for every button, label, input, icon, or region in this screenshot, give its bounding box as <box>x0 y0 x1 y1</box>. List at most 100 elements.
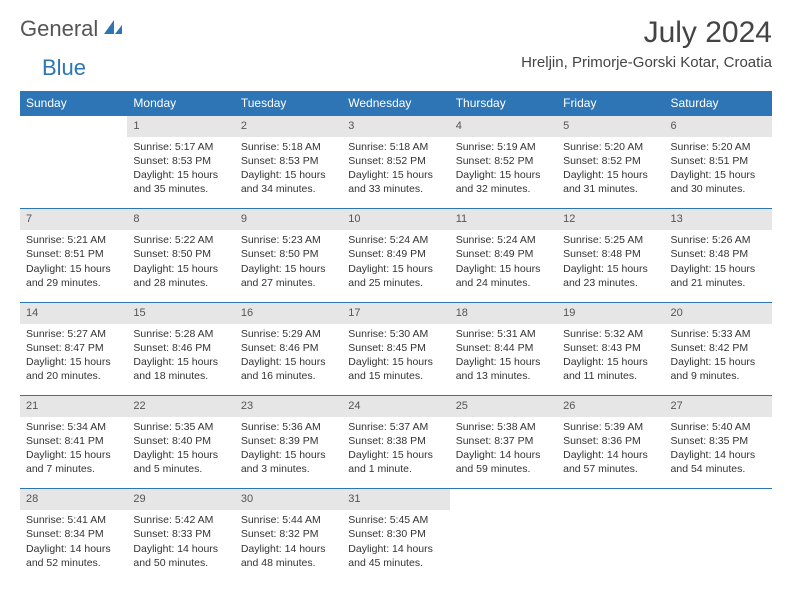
day-cell-line: Sunrise: 5:32 AM <box>563 327 658 341</box>
day-number-cell <box>557 489 664 510</box>
day-number-row: 14151617181920 <box>20 302 772 323</box>
day-cell-line: Daylight: 14 hours <box>133 542 228 556</box>
day-number-cell: 9 <box>235 209 342 230</box>
day-cell-line: Daylight: 15 hours <box>671 262 766 276</box>
day-cell-line: Sunrise: 5:42 AM <box>133 513 228 527</box>
day-cell-line: Sunrise: 5:30 AM <box>348 327 443 341</box>
day-cell: Sunrise: 5:42 AMSunset: 8:33 PMDaylight:… <box>127 510 234 582</box>
day-number-cell: 5 <box>557 116 664 137</box>
day-number-cell: 11 <box>450 209 557 230</box>
day-cell-line: Sunrise: 5:21 AM <box>26 233 121 247</box>
day-number-cell: 7 <box>20 209 127 230</box>
day-cell-line: and 35 minutes. <box>133 182 228 196</box>
day-cell-line: Sunrise: 5:20 AM <box>671 140 766 154</box>
day-cell-line: Sunrise: 5:24 AM <box>348 233 443 247</box>
day-cell-line: Daylight: 15 hours <box>563 262 658 276</box>
day-cell-line: Sunset: 8:42 PM <box>671 341 766 355</box>
day-body-row: Sunrise: 5:17 AMSunset: 8:53 PMDaylight:… <box>20 137 772 209</box>
day-cell: Sunrise: 5:30 AMSunset: 8:45 PMDaylight:… <box>342 324 449 396</box>
day-number-cell: 13 <box>665 209 772 230</box>
day-cell-line: Daylight: 15 hours <box>456 355 551 369</box>
day-cell-line: and 52 minutes. <box>26 556 121 570</box>
weekday-header: Friday <box>557 91 664 116</box>
day-cell-line: Daylight: 15 hours <box>241 355 336 369</box>
day-cell: Sunrise: 5:37 AMSunset: 8:38 PMDaylight:… <box>342 417 449 489</box>
day-cell-line: and 23 minutes. <box>563 276 658 290</box>
day-cell-line: Daylight: 14 hours <box>671 448 766 462</box>
day-number-cell: 2 <box>235 116 342 137</box>
day-number-cell: 12 <box>557 209 664 230</box>
day-cell-line: and 45 minutes. <box>348 556 443 570</box>
day-cell-line: Sunrise: 5:41 AM <box>26 513 121 527</box>
day-number-cell: 1 <box>127 116 234 137</box>
day-cell-line: and 30 minutes. <box>671 182 766 196</box>
day-cell-line: Sunset: 8:53 PM <box>241 154 336 168</box>
day-cell: Sunrise: 5:34 AMSunset: 8:41 PMDaylight:… <box>20 417 127 489</box>
day-cell-line: Sunrise: 5:17 AM <box>133 140 228 154</box>
day-cell-line: Sunset: 8:40 PM <box>133 434 228 448</box>
day-number-cell: 28 <box>20 489 127 510</box>
day-cell-line: Sunset: 8:44 PM <box>456 341 551 355</box>
day-number-cell <box>665 489 772 510</box>
day-cell-line: and 54 minutes. <box>671 462 766 476</box>
day-cell-line: Sunset: 8:50 PM <box>241 247 336 261</box>
day-cell-line: Sunrise: 5:45 AM <box>348 513 443 527</box>
day-cell-line: and 11 minutes. <box>563 369 658 383</box>
day-cell-line: and 48 minutes. <box>241 556 336 570</box>
day-cell-line: Daylight: 15 hours <box>348 168 443 182</box>
day-cell-line: Daylight: 15 hours <box>456 168 551 182</box>
day-cell-line: and 3 minutes. <box>241 462 336 476</box>
day-cell-line: Daylight: 15 hours <box>241 168 336 182</box>
day-cell-line: Sunset: 8:47 PM <box>26 341 121 355</box>
day-cell: Sunrise: 5:17 AMSunset: 8:53 PMDaylight:… <box>127 137 234 209</box>
day-number-cell: 19 <box>557 302 664 323</box>
day-cell: Sunrise: 5:38 AMSunset: 8:37 PMDaylight:… <box>450 417 557 489</box>
day-number-cell: 23 <box>235 396 342 417</box>
day-cell <box>557 510 664 582</box>
day-cell: Sunrise: 5:41 AMSunset: 8:34 PMDaylight:… <box>20 510 127 582</box>
day-cell-line: Daylight: 15 hours <box>563 355 658 369</box>
day-cell-line: and 20 minutes. <box>26 369 121 383</box>
day-number-cell: 15 <box>127 302 234 323</box>
day-cell-line: Sunset: 8:53 PM <box>133 154 228 168</box>
day-cell-line: Sunset: 8:39 PM <box>241 434 336 448</box>
day-cell: Sunrise: 5:27 AMSunset: 8:47 PMDaylight:… <box>20 324 127 396</box>
day-cell-line: Daylight: 15 hours <box>348 355 443 369</box>
day-cell-line: Sunrise: 5:18 AM <box>241 140 336 154</box>
day-cell: Sunrise: 5:20 AMSunset: 8:51 PMDaylight:… <box>665 137 772 209</box>
logo-sail-icon <box>102 18 124 41</box>
day-cell: Sunrise: 5:36 AMSunset: 8:39 PMDaylight:… <box>235 417 342 489</box>
day-cell: Sunrise: 5:35 AMSunset: 8:40 PMDaylight:… <box>127 417 234 489</box>
day-body-row: Sunrise: 5:21 AMSunset: 8:51 PMDaylight:… <box>20 230 772 302</box>
day-cell-line: Sunrise: 5:24 AM <box>456 233 551 247</box>
day-cell-line: Sunrise: 5:37 AM <box>348 420 443 434</box>
weekday-header: Tuesday <box>235 91 342 116</box>
day-number-cell <box>450 489 557 510</box>
day-cell-line: Sunset: 8:48 PM <box>563 247 658 261</box>
day-cell-line: Daylight: 14 hours <box>563 448 658 462</box>
day-cell-line: and 57 minutes. <box>563 462 658 476</box>
day-number-row: 21222324252627 <box>20 396 772 417</box>
weekday-header: Wednesday <box>342 91 449 116</box>
calendar-table: SundayMondayTuesdayWednesdayThursdayFrid… <box>20 91 772 582</box>
day-cell-line: Daylight: 15 hours <box>133 168 228 182</box>
day-cell-line: Sunrise: 5:29 AM <box>241 327 336 341</box>
logo: General <box>20 16 126 42</box>
day-cell-line: Daylight: 15 hours <box>133 355 228 369</box>
day-number-row: 28293031 <box>20 489 772 510</box>
day-body-row: Sunrise: 5:34 AMSunset: 8:41 PMDaylight:… <box>20 417 772 489</box>
title-block: July 2024 Hreljin, Primorje-Gorski Kotar… <box>521 16 772 71</box>
weekday-header: Saturday <box>665 91 772 116</box>
day-number-cell: 30 <box>235 489 342 510</box>
day-cell: Sunrise: 5:39 AMSunset: 8:36 PMDaylight:… <box>557 417 664 489</box>
day-cell: Sunrise: 5:32 AMSunset: 8:43 PMDaylight:… <box>557 324 664 396</box>
day-cell-line: Sunset: 8:46 PM <box>133 341 228 355</box>
day-cell: Sunrise: 5:26 AMSunset: 8:48 PMDaylight:… <box>665 230 772 302</box>
day-number-cell: 18 <box>450 302 557 323</box>
day-cell: Sunrise: 5:45 AMSunset: 8:30 PMDaylight:… <box>342 510 449 582</box>
day-number-cell: 31 <box>342 489 449 510</box>
day-cell: Sunrise: 5:24 AMSunset: 8:49 PMDaylight:… <box>450 230 557 302</box>
day-cell-line: Sunrise: 5:19 AM <box>456 140 551 154</box>
day-cell-line: Daylight: 15 hours <box>348 262 443 276</box>
day-cell-line: Daylight: 15 hours <box>133 448 228 462</box>
